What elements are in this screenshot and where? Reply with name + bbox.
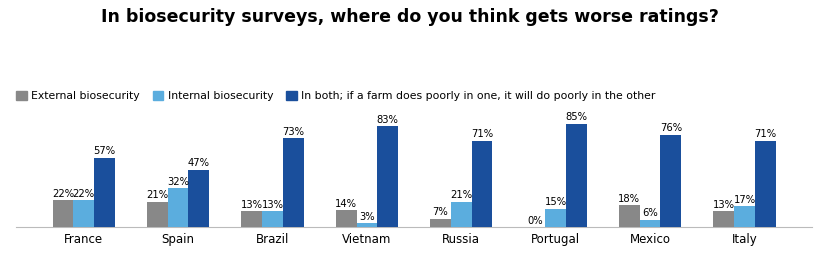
- Text: 71%: 71%: [470, 129, 492, 139]
- Bar: [430, 219, 450, 227]
- Bar: [356, 224, 377, 227]
- Text: 3%: 3%: [359, 212, 374, 222]
- Bar: [450, 202, 471, 227]
- Bar: [754, 141, 775, 227]
- Bar: [94, 158, 115, 227]
- Bar: [188, 170, 209, 227]
- Text: 47%: 47%: [188, 158, 210, 168]
- Text: 76%: 76%: [659, 123, 681, 133]
- Bar: [147, 202, 168, 227]
- Bar: [639, 220, 659, 227]
- Bar: [713, 211, 733, 227]
- Bar: [262, 211, 283, 227]
- Text: 71%: 71%: [753, 129, 776, 139]
- Text: 0%: 0%: [527, 216, 542, 226]
- Text: 7%: 7%: [432, 207, 448, 217]
- Text: 13%: 13%: [712, 200, 734, 210]
- Text: In biosecurity surveys, where do you think gets worse ratings?: In biosecurity surveys, where do you thi…: [101, 8, 718, 26]
- Text: 21%: 21%: [146, 190, 168, 200]
- Bar: [168, 188, 188, 227]
- Text: 32%: 32%: [167, 177, 189, 187]
- Text: 17%: 17%: [732, 195, 754, 205]
- Bar: [283, 138, 303, 227]
- Legend: External biosecurity, Internal biosecurity, In both; if a farm does poorly in on: External biosecurity, Internal biosecuri…: [14, 89, 657, 103]
- Text: 6%: 6%: [641, 208, 657, 218]
- Bar: [335, 210, 356, 227]
- Text: 18%: 18%: [618, 194, 640, 204]
- Text: 22%: 22%: [73, 189, 95, 199]
- Text: 73%: 73%: [282, 127, 304, 137]
- Text: 57%: 57%: [93, 146, 115, 156]
- Bar: [377, 126, 397, 227]
- Bar: [565, 124, 586, 227]
- Bar: [241, 211, 262, 227]
- Bar: [73, 200, 94, 227]
- Text: 22%: 22%: [52, 189, 74, 199]
- Text: 15%: 15%: [544, 198, 566, 207]
- Bar: [52, 200, 73, 227]
- Text: 85%: 85%: [565, 112, 586, 122]
- Text: 14%: 14%: [335, 199, 357, 209]
- Bar: [471, 141, 492, 227]
- Text: 21%: 21%: [450, 190, 472, 200]
- Bar: [618, 205, 639, 227]
- Text: 13%: 13%: [241, 200, 262, 210]
- Bar: [733, 206, 754, 227]
- Text: 13%: 13%: [261, 200, 283, 210]
- Text: 83%: 83%: [376, 114, 398, 125]
- Bar: [659, 135, 681, 227]
- Bar: [545, 209, 565, 227]
